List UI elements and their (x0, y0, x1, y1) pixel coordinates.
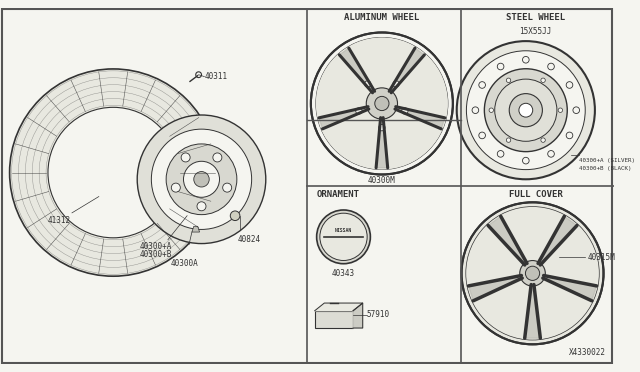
Text: 40315M: 40315M (588, 253, 615, 262)
Text: 40300M: 40300M (368, 176, 396, 185)
Circle shape (497, 63, 504, 70)
Polygon shape (315, 303, 363, 311)
Circle shape (506, 138, 511, 142)
Polygon shape (488, 216, 527, 265)
Circle shape (375, 96, 389, 110)
Circle shape (509, 94, 542, 127)
Circle shape (541, 138, 545, 142)
Circle shape (365, 81, 371, 87)
Circle shape (194, 171, 209, 187)
Circle shape (356, 108, 362, 114)
Circle shape (223, 183, 232, 192)
Text: 57910: 57910 (367, 310, 390, 319)
Polygon shape (319, 107, 369, 129)
Circle shape (151, 129, 252, 230)
Polygon shape (468, 276, 522, 301)
Circle shape (457, 41, 595, 179)
Polygon shape (525, 285, 540, 338)
Circle shape (484, 69, 567, 152)
Circle shape (519, 103, 532, 117)
Circle shape (495, 79, 557, 141)
Circle shape (316, 38, 448, 170)
Circle shape (522, 57, 529, 63)
Text: 40300+A: 40300+A (140, 242, 172, 251)
Circle shape (467, 51, 585, 170)
Circle shape (479, 132, 486, 139)
Circle shape (213, 153, 222, 162)
Text: ORNAMENT: ORNAMENT (316, 190, 359, 199)
Polygon shape (353, 303, 363, 328)
Circle shape (541, 78, 545, 83)
Text: X4330022: X4330022 (570, 348, 607, 357)
Circle shape (48, 107, 179, 238)
Circle shape (230, 211, 240, 221)
Circle shape (181, 153, 190, 162)
Text: STEEL WHEEL: STEEL WHEEL (506, 13, 565, 22)
Text: 40824: 40824 (238, 235, 261, 244)
Circle shape (566, 82, 573, 88)
Polygon shape (389, 48, 424, 93)
Circle shape (558, 108, 563, 112)
Circle shape (137, 115, 266, 244)
Circle shape (10, 69, 217, 276)
Circle shape (461, 202, 604, 344)
Circle shape (573, 107, 580, 113)
Text: 40300+A (SILVER): 40300+A (SILVER) (579, 158, 635, 163)
Circle shape (393, 81, 399, 87)
Circle shape (172, 183, 180, 192)
Circle shape (522, 157, 529, 164)
Bar (315, 311, 353, 328)
Circle shape (548, 151, 554, 157)
Circle shape (520, 260, 545, 286)
Polygon shape (395, 107, 445, 129)
Circle shape (566, 132, 573, 139)
Text: 40300+B: 40300+B (140, 250, 172, 259)
Circle shape (479, 82, 486, 88)
Text: NISSAN: NISSAN (335, 228, 352, 234)
Circle shape (525, 266, 540, 280)
Circle shape (197, 202, 206, 211)
Circle shape (489, 108, 493, 112)
Polygon shape (376, 118, 388, 168)
Circle shape (472, 107, 479, 113)
Text: 40300+B (BLACK): 40300+B (BLACK) (579, 166, 631, 171)
Text: FULL COVER: FULL COVER (509, 190, 563, 199)
Circle shape (166, 144, 237, 215)
Polygon shape (543, 276, 596, 301)
Circle shape (548, 63, 554, 70)
Circle shape (366, 88, 397, 119)
Text: 40311: 40311 (204, 72, 227, 81)
Polygon shape (192, 226, 200, 232)
Circle shape (506, 78, 511, 83)
Circle shape (379, 124, 385, 131)
Text: ALUMINUM WHEEL: ALUMINUM WHEEL (344, 13, 419, 22)
Circle shape (320, 213, 367, 260)
Polygon shape (339, 48, 374, 93)
Circle shape (497, 151, 504, 157)
Text: 41312: 41312 (48, 216, 71, 225)
Text: 15X55JJ: 15X55JJ (519, 27, 552, 36)
Circle shape (402, 108, 408, 114)
Text: 40343: 40343 (332, 269, 355, 278)
Circle shape (317, 210, 371, 264)
Circle shape (184, 161, 220, 197)
Polygon shape (538, 216, 577, 265)
Text: 40300A: 40300A (170, 259, 198, 268)
